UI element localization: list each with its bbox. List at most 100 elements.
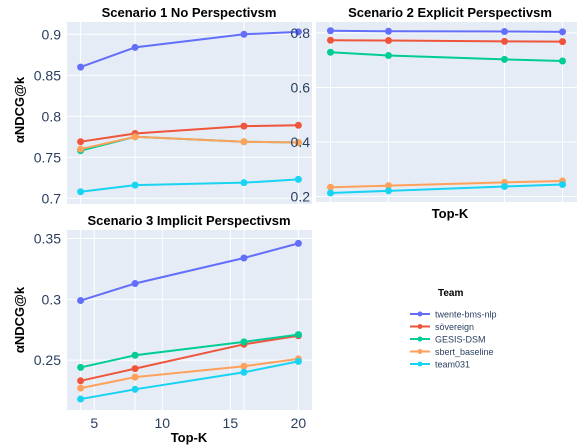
x-tick-label: 5 [90,415,98,431]
data-point-sbert-baseline [240,362,248,370]
data-point-team031 [77,188,85,196]
series-team031 [77,175,302,196]
legend-item-sovereign[interactable]: sövereign [410,322,474,332]
series-sovereign [327,36,566,46]
series-line-team031 [330,183,563,194]
legend-item-team031[interactable]: team031 [410,360,470,370]
data-point-gesis-dsm [240,338,248,346]
subplot-title-2: Scenario 2 Explicit Perspectivsm [348,5,552,20]
data-point-twente-bms-nlp [385,27,392,35]
series-line-gesis-dsm [80,333,299,369]
y-tick-label: 0.6 [291,79,311,95]
subplot-scenario-1: Scenario 1 No Perspectivsm 0.7 0.75 0.8 0.8… [34,5,312,206]
x-tick-label: 10 [154,415,170,431]
data-point-sovereign [131,365,139,373]
data-point-team031 [294,175,302,183]
data-point-sbert-baseline [294,139,302,147]
y-tick-label: 0.25 [34,352,61,368]
series-team031 [327,181,566,197]
series-line-twente-bms-nlp [330,29,563,33]
y-tick-label: 0.8 [291,25,311,41]
series-gesis-dsm [327,48,566,65]
series-line-sbert-baseline [330,180,563,189]
series-line-sbert-baseline [80,357,299,390]
data-point-gesis-dsm [327,48,334,56]
legend-label: sövereign [435,322,474,332]
y-tick-label: 0.75 [34,149,61,165]
legend-swatch-marker [417,336,423,342]
series-line-sovereign [80,334,299,382]
y-axis-label-bottom: αNDCG@k [12,286,27,353]
subplot-title-1: Scenario 1 No Perspectivsm [102,5,277,20]
series-sovereign [77,121,302,146]
x-axis-label-subplot-3: Top-K [171,430,208,445]
data-point-team031 [501,182,508,190]
series-team031 [77,357,302,403]
data-point-sovereign [77,377,85,385]
series-line-team031 [80,178,299,193]
data-point-team031 [385,187,392,195]
data-point-team031 [327,189,334,197]
data-point-team031 [77,395,85,403]
data-point-twente-bms-nlp [131,43,139,51]
series-sbert-baseline [77,133,302,153]
legend-label: team031 [435,360,470,370]
data-point-gesis-dsm [131,351,139,359]
series-line-team031 [80,360,299,401]
data-point-gesis-dsm [77,363,85,371]
data-point-team031 [559,181,566,189]
legend-swatch-marker [417,311,423,317]
legend-item-twente-bms-nlp[interactable]: twente-bms-nlp [410,310,497,320]
series-line-twente-bms-nlp [80,242,299,302]
data-point-team031 [131,181,139,189]
data-point-team031 [240,179,248,187]
legend-swatch-marker [417,361,423,367]
data-point-twente-bms-nlp [327,27,334,35]
series-twente-bms-nlp [77,239,302,305]
data-point-sbert-baseline [385,182,392,190]
subplot-scenario-3: Scenario 3 Implicit Perspectivsm Top-K 0… [34,213,312,445]
plot-area [67,22,312,204]
data-point-sovereign [559,38,566,46]
data-point-sovereign [385,37,392,45]
data-point-gesis-dsm [559,57,566,65]
series-line-sbert-baseline [80,135,299,151]
x-axis-label-subplot-2: Top-K [432,206,469,221]
data-point-twente-bms-nlp [240,254,248,262]
series-twente-bms-nlp [327,27,566,36]
data-point-sbert-baseline [240,138,248,146]
y-tick-label: 0.35 [34,231,61,247]
data-point-sovereign [240,122,248,130]
y-tick-label: 0.2 [291,189,311,205]
data-point-sbert-baseline [77,145,85,153]
data-point-twente-bms-nlp [77,63,85,71]
y-tick-label: 0.3 [42,291,62,307]
y-tick-label: 0.4 [291,134,311,150]
series-twente-bms-nlp [77,28,302,71]
legend-item-sbert-baseline[interactable]: sbert_baseline [410,347,494,357]
legend-label: GESIS-DSM [435,335,486,345]
data-point-sbert-baseline [327,183,334,191]
data-point-team031 [294,357,302,365]
legend-swatch-marker [417,324,423,329]
data-point-twente-bms-nlp [77,297,85,305]
subplot-scenario-2: Scenario 2 Explicit Perspectivsm Top-K 0… [291,5,577,221]
y-tick-label: 0.7 [42,190,62,206]
data-point-sbert-baseline [131,373,139,381]
series-line-gesis-dsm [330,51,563,62]
data-point-twente-bms-nlp [131,280,139,288]
legend-item-gesis-dsm[interactable]: GESIS-DSM [410,335,486,345]
series-line-twente-bms-nlp [80,30,299,69]
data-point-twente-bms-nlp [294,28,302,36]
series-line-sovereign [80,124,299,143]
legend: Team twente-bms-nlp sövereign GESIS-DSM sbe… [410,288,497,370]
y-tick-label: 0.85 [34,67,61,83]
y-axis-label-top: αNDCG@k [12,76,27,143]
data-point-gesis-dsm [385,52,392,60]
y-tick-label: 0.9 [42,26,62,42]
series-gesis-dsm [77,331,302,371]
legend-label: twente-bms-nlp [435,310,497,320]
data-point-sovereign [501,37,508,45]
legend-title: Team [438,288,463,299]
